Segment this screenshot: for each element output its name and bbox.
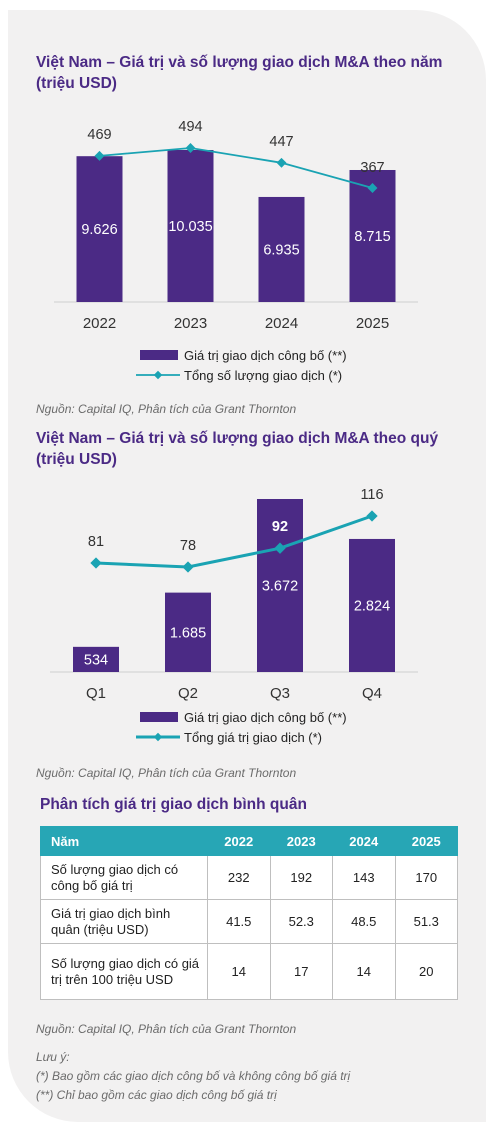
chart1-source: Nguồn: Capital IQ, Phân tích của Grant T… xyxy=(36,402,297,416)
line-point xyxy=(90,557,102,569)
bar-value-label: 2.824 xyxy=(354,598,390,614)
legend-swatch-marker xyxy=(153,370,163,380)
table-header-cell: Năm xyxy=(40,826,208,856)
table-cell: 14 xyxy=(332,943,396,1000)
note-line: (*) Bao gồm các giao dịch công bố và khô… xyxy=(36,1069,351,1083)
table-header-cell: 2022 xyxy=(207,826,271,856)
legend-swatch-bar xyxy=(140,712,178,722)
category-tick-label: 2024 xyxy=(265,315,298,332)
bar xyxy=(167,150,214,302)
chart2-title: Việt Nam – Giá trị và số lượng giao dịch… xyxy=(36,430,439,468)
line-point xyxy=(276,157,287,168)
category-tick-label: Q4 xyxy=(362,685,382,702)
line-value-label: 447 xyxy=(269,134,293,150)
bar-value-label: 534 xyxy=(84,652,108,668)
series-line xyxy=(95,514,373,569)
line-point xyxy=(274,542,286,554)
table-source: Nguồn: Capital IQ, Phân tích của Grant T… xyxy=(36,1022,297,1036)
bar-value-label: 8.715 xyxy=(354,229,390,245)
table-cell: Số lượng giao dịch có giá trị trên 100 t… xyxy=(40,943,208,1000)
bar-value-label: 1.685 xyxy=(170,625,206,641)
line-value-label: 116 xyxy=(360,487,383,503)
line-point xyxy=(94,150,105,161)
table-cell: 51.3 xyxy=(394,899,458,944)
legend-label-line: Tổng giá trị giao dịch (*) xyxy=(184,730,322,745)
series-line xyxy=(99,147,373,189)
legend-label-bar: Giá trị giao dịch công bố (**) xyxy=(184,348,347,363)
table-cell: 20 xyxy=(394,943,458,1000)
category-tick-label: Q3 xyxy=(270,685,290,702)
category-tick-label: 2022 xyxy=(83,315,116,332)
bar xyxy=(76,156,123,302)
table-cell: 48.5 xyxy=(332,899,396,944)
line-point xyxy=(366,510,378,522)
legend-label-line: Tổng số lượng giao dịch (*) xyxy=(184,368,342,383)
table-cell: Số lượng giao dịch có công bố giá trị xyxy=(40,855,208,900)
table-header-cell: 2025 xyxy=(394,826,458,856)
bar xyxy=(258,196,305,302)
table-header-cell: 2023 xyxy=(269,826,333,856)
bar xyxy=(349,538,395,672)
line-value-label: 81 xyxy=(88,534,104,550)
table-cell: 52.3 xyxy=(269,899,333,944)
line-point xyxy=(367,183,378,193)
legend-swatch-bar xyxy=(140,350,178,360)
table-cell: Giá trị giao dịch bình quân (triệu USD) xyxy=(40,899,208,944)
line-value-label: 78 xyxy=(180,538,196,554)
category-tick-label: Q2 xyxy=(178,685,198,702)
category-tick-label: Q1 xyxy=(86,685,106,702)
bar xyxy=(73,646,119,672)
table-cell: 143 xyxy=(332,855,396,900)
table-cell: 232 xyxy=(207,855,271,900)
table-cell: 192 xyxy=(269,855,333,900)
line-point xyxy=(182,561,194,573)
bar-value-label: 6.935 xyxy=(263,242,299,258)
note-line: (**) Chỉ bao gồm các giao dịch công bố g… xyxy=(36,1088,277,1102)
avg-deal-table: Năm 2022 2023 2024 2025 Số lượng giao dị… xyxy=(40,826,458,1000)
table-header-row: Năm 2022 2023 2024 2025 xyxy=(40,826,458,856)
line-value-label: 469 xyxy=(87,127,111,143)
table-row: Số lượng giao dịch có giá trị trên 100 t… xyxy=(40,943,458,1000)
line-value-label: 92 xyxy=(272,519,288,535)
bar xyxy=(165,592,211,672)
legend-swatch-marker xyxy=(153,732,163,742)
table-cell: 170 xyxy=(394,855,458,900)
table-row: Số lượng giao dịch có công bố giá trị 23… xyxy=(40,855,458,900)
chart1-title: Việt Nam – Giá trị và số lượng giao dịch… xyxy=(36,54,443,92)
category-tick-label: 2023 xyxy=(174,315,207,332)
table-title: Phân tích giá trị giao dịch bình quân xyxy=(40,796,307,813)
chart1-svg: 9.626 2022 10.035 2023 6.935 2024 8.715 2025 469… xyxy=(54,119,418,383)
line-point xyxy=(185,143,196,153)
bar xyxy=(257,499,303,672)
category-tick-label: 2025 xyxy=(356,315,389,332)
line-value-label: 494 xyxy=(178,119,202,135)
chart2-source: Nguồn: Capital IQ, Phân tích của Grant T… xyxy=(36,766,297,780)
bar-value-label: 9.626 xyxy=(81,222,117,238)
table-cell: 41.5 xyxy=(207,899,271,944)
bar-value-label: 10.035 xyxy=(168,219,212,235)
bar-value-label: 3.672 xyxy=(262,579,298,595)
table-header-cell: 2024 xyxy=(332,826,396,856)
chart2-svg: 534 Q1 1.685 Q2 3.672 Q3 2.824 Q4 81 78 92 116 Giá t… xyxy=(50,487,418,745)
notes-heading: Lưu ý: xyxy=(36,1050,70,1064)
table-row: Giá trị giao dịch bình quân (triệu USD) … xyxy=(40,899,458,944)
table-cell: 17 xyxy=(269,943,333,1000)
table-cell: 14 xyxy=(207,943,271,1000)
legend-label-bar: Giá trị giao dịch công bố (**) xyxy=(184,710,347,725)
line-value-label: 367 xyxy=(360,160,384,176)
